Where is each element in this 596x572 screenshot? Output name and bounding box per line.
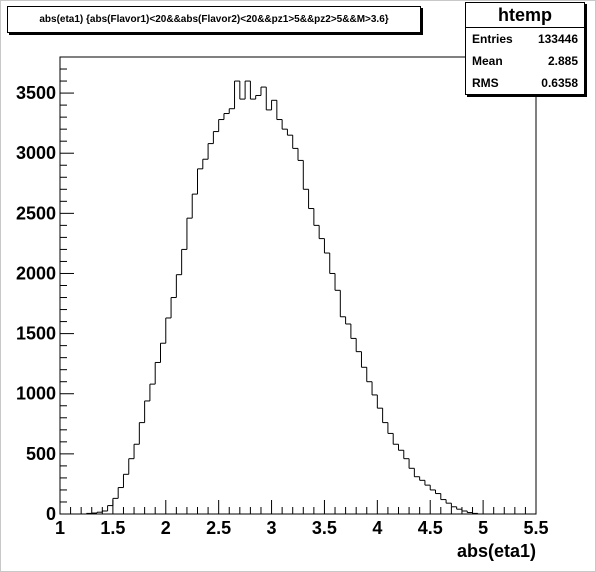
y-tick-label: 1000 — [16, 384, 56, 404]
stats-box: htemp Entries 133446 Mean 2.885 RMS 0.63… — [465, 2, 585, 95]
y-axis-ticks — [60, 56, 74, 515]
x-tick-label: 3 — [267, 518, 277, 538]
x-tick-label: 2.5 — [206, 518, 231, 538]
x-axis-tick-labels: 1 1.5 2 2.5 3 3.5 4 4.5 5 5.5 — [55, 518, 549, 538]
title-box: abs(eta1) {abs(Flavor1)<20&&abs(Flavor2)… — [7, 6, 421, 33]
chart-title: abs(eta1) {abs(Flavor1)<20&&abs(Flavor2)… — [39, 14, 389, 25]
stats-row-mean: Mean 2.885 — [466, 50, 584, 72]
x-tick-label: 4.5 — [418, 518, 443, 538]
y-axis-tick-labels: 0 500 1000 1500 2000 2500 3000 3500 — [16, 83, 56, 524]
x-tick-label: 4 — [372, 518, 382, 538]
x-axis-ticks — [59, 500, 537, 514]
x-axis-title: abs(eta1) — [457, 541, 536, 561]
y-tick-label: 3500 — [16, 83, 56, 103]
x-tick-label: 1 — [55, 518, 65, 538]
y-tick-label: 0 — [46, 504, 56, 524]
y-tick-label: 2500 — [16, 203, 56, 223]
stats-value: 0.6358 — [541, 76, 578, 90]
stats-name: htemp — [466, 3, 584, 28]
plot-frame — [59, 56, 537, 515]
y-tick-label: 2000 — [16, 263, 56, 283]
stats-row-rms: RMS 0.6358 — [466, 72, 584, 94]
x-tick-label: 5.5 — [523, 518, 548, 538]
x-tick-label: 3.5 — [312, 518, 337, 538]
x-tick-label: 2 — [161, 518, 171, 538]
histogram-bins — [85, 80, 479, 514]
stats-row-entries: Entries 133446 — [466, 28, 584, 50]
y-tick-label: 3000 — [16, 143, 56, 163]
stats-label: RMS — [472, 76, 499, 90]
y-tick-label: 1500 — [16, 324, 56, 344]
stats-value: 133446 — [537, 32, 578, 46]
stats-label: Entries — [472, 32, 513, 46]
stats-label: Mean — [472, 54, 503, 68]
x-tick-label: 5 — [478, 518, 488, 538]
x-tick-label: 1.5 — [100, 518, 125, 538]
stats-value: 2.885 — [547, 54, 578, 68]
y-tick-label: 500 — [26, 444, 56, 464]
